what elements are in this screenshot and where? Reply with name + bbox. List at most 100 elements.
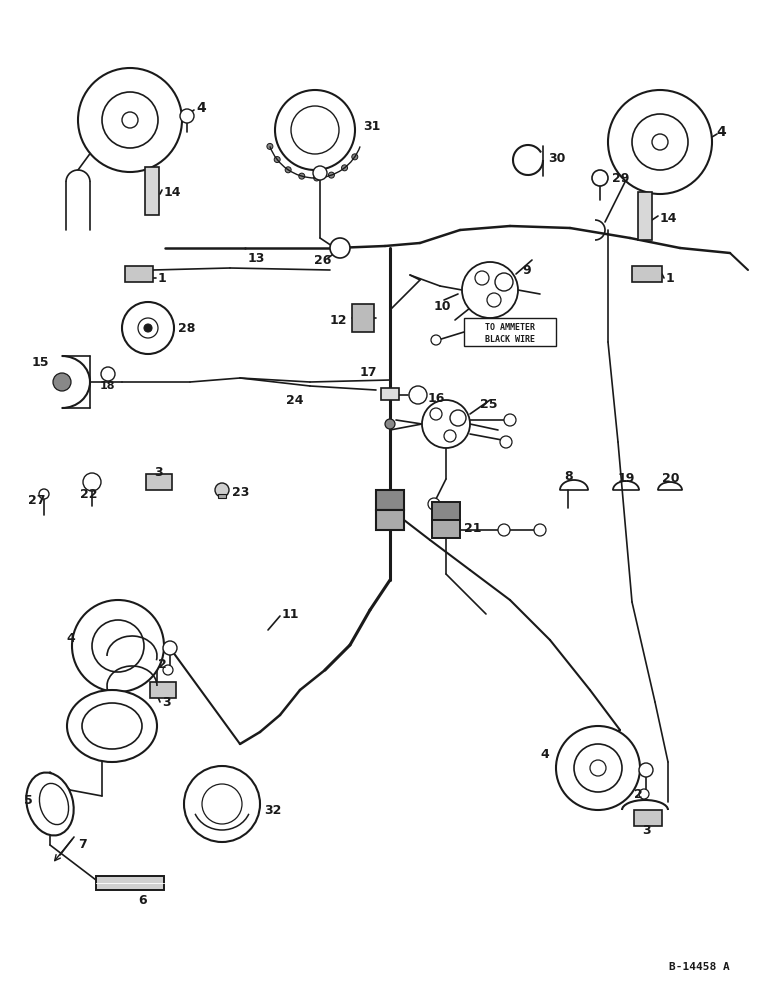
Circle shape (652, 134, 668, 150)
Bar (150, 682, 176, 698)
Circle shape (122, 302, 174, 354)
Circle shape (475, 271, 489, 285)
Circle shape (385, 419, 395, 429)
Text: 1: 1 (666, 271, 675, 284)
Circle shape (500, 436, 512, 448)
Text: 10: 10 (434, 300, 452, 312)
Bar (432, 502, 460, 520)
Ellipse shape (26, 773, 73, 835)
Text: TO AMMETER: TO AMMETER (485, 324, 535, 332)
Circle shape (504, 414, 516, 426)
Text: 3: 3 (642, 824, 651, 836)
Circle shape (444, 430, 456, 442)
Text: 5: 5 (24, 794, 32, 806)
Text: 23: 23 (232, 486, 249, 498)
Text: 18: 18 (100, 381, 116, 391)
Text: 2: 2 (634, 788, 643, 800)
Text: B-14458 A: B-14458 A (669, 962, 730, 972)
Circle shape (122, 112, 138, 128)
Bar (464, 318, 556, 346)
Ellipse shape (82, 703, 142, 749)
Circle shape (462, 262, 518, 318)
Circle shape (313, 166, 327, 180)
Text: 29: 29 (612, 172, 629, 184)
Text: 27: 27 (28, 493, 46, 506)
Circle shape (83, 473, 101, 491)
Bar (125, 266, 153, 282)
Text: 4: 4 (540, 748, 549, 760)
Circle shape (534, 524, 546, 536)
Ellipse shape (39, 783, 69, 825)
Bar (376, 510, 404, 530)
Text: 26: 26 (314, 253, 331, 266)
Circle shape (274, 157, 280, 163)
Text: 31: 31 (363, 119, 381, 132)
Text: 8: 8 (564, 470, 573, 483)
Circle shape (163, 665, 173, 675)
Text: 21: 21 (464, 522, 482, 534)
Circle shape (299, 173, 305, 179)
Circle shape (556, 726, 640, 810)
Circle shape (53, 373, 71, 391)
Text: 4: 4 (66, 632, 75, 645)
Text: 14: 14 (164, 186, 181, 198)
Circle shape (291, 106, 339, 154)
Circle shape (39, 489, 49, 499)
Text: 14: 14 (660, 212, 678, 225)
Circle shape (352, 154, 357, 160)
Circle shape (428, 498, 440, 510)
Bar (634, 810, 662, 826)
Text: 19: 19 (618, 472, 635, 485)
Text: 24: 24 (286, 393, 303, 406)
Circle shape (78, 68, 182, 172)
Circle shape (495, 273, 513, 291)
Circle shape (592, 170, 608, 186)
Circle shape (341, 165, 347, 171)
Circle shape (101, 367, 115, 381)
Circle shape (632, 114, 688, 170)
Bar (218, 494, 226, 498)
Text: 3: 3 (162, 696, 171, 708)
Bar (432, 520, 460, 538)
Text: 12: 12 (330, 314, 347, 326)
Circle shape (328, 172, 334, 178)
Text: BLACK WIRE: BLACK WIRE (485, 334, 535, 344)
Circle shape (163, 641, 177, 655)
Circle shape (574, 744, 622, 792)
Circle shape (72, 600, 164, 692)
Text: 17: 17 (360, 365, 378, 378)
Circle shape (450, 410, 466, 426)
Text: 6: 6 (138, 894, 147, 906)
Circle shape (275, 90, 355, 170)
Bar (638, 192, 652, 240)
Circle shape (639, 763, 653, 777)
Text: 20: 20 (662, 472, 679, 485)
Circle shape (430, 408, 442, 420)
Ellipse shape (67, 690, 157, 762)
Circle shape (138, 318, 158, 338)
Text: 9: 9 (522, 263, 530, 276)
Circle shape (102, 92, 158, 148)
Circle shape (92, 620, 144, 672)
Text: 16: 16 (428, 391, 445, 404)
Text: 32: 32 (264, 804, 281, 816)
Text: 3: 3 (154, 466, 163, 479)
Text: 28: 28 (178, 322, 195, 334)
Circle shape (184, 766, 260, 842)
Text: 11: 11 (282, 607, 300, 620)
Bar (96, 876, 164, 890)
Circle shape (180, 109, 194, 123)
Text: 4: 4 (196, 101, 206, 115)
Circle shape (422, 400, 470, 448)
Text: 25: 25 (480, 397, 497, 410)
Text: 1: 1 (158, 271, 167, 284)
Circle shape (409, 386, 427, 404)
Circle shape (590, 760, 606, 776)
Bar (381, 388, 399, 400)
Text: 2: 2 (158, 658, 167, 670)
Text: 30: 30 (548, 151, 565, 164)
Circle shape (144, 324, 152, 332)
Text: 13: 13 (248, 251, 266, 264)
Text: 4: 4 (716, 125, 726, 139)
Circle shape (267, 143, 273, 149)
